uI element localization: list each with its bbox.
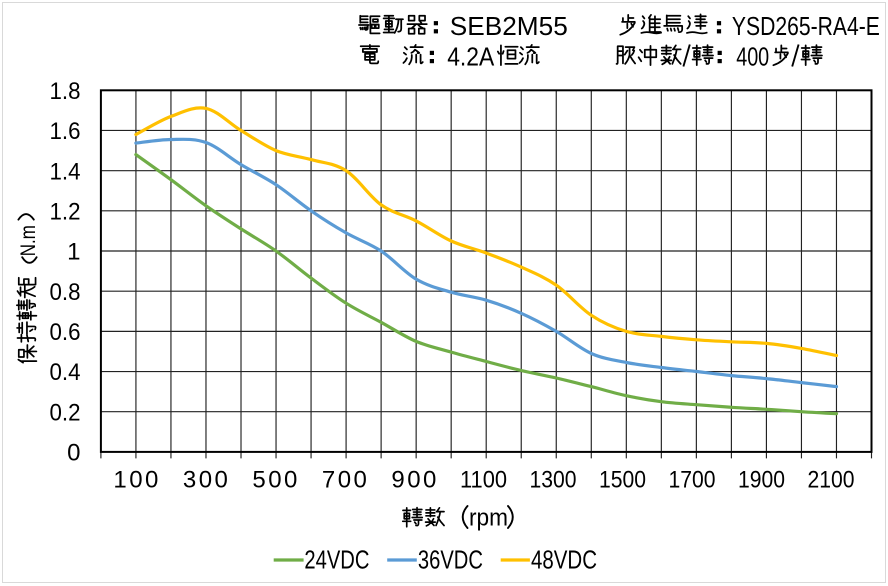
svg-text:4.2A: 4.2A — [447, 41, 495, 71]
svg-text:0.4: 0.4 — [50, 359, 81, 386]
svg-text:700: 700 — [322, 467, 367, 494]
svg-text:2100: 2100 — [808, 467, 855, 494]
svg-text:N.m: N.m — [17, 225, 40, 256]
svg-text:1300: 1300 — [530, 467, 577, 494]
svg-text:0: 0 — [67, 440, 80, 467]
svg-text:1700: 1700 — [669, 467, 716, 494]
svg-text:1500: 1500 — [599, 467, 646, 494]
svg-text:900: 900 — [391, 467, 436, 494]
svg-text:500: 500 — [252, 467, 297, 494]
svg-text:1.6: 1.6 — [50, 118, 81, 145]
svg-text:300: 300 — [183, 467, 228, 494]
svg-text:YSD265-RA4-E: YSD265-RA4-E — [732, 11, 880, 41]
svg-text:0.6: 0.6 — [50, 319, 81, 346]
svg-text:0.2: 0.2 — [50, 399, 81, 426]
svg-text:24VDC: 24VDC — [304, 545, 369, 575]
svg-text:rpm: rpm — [469, 505, 508, 532]
svg-text:SEB2M55: SEB2M55 — [450, 11, 568, 41]
svg-text:1.2: 1.2 — [50, 198, 81, 225]
svg-text:1: 1 — [67, 239, 80, 266]
svg-text:1.8: 1.8 — [50, 78, 81, 105]
svg-text:36VDC: 36VDC — [418, 545, 483, 575]
svg-text:1900: 1900 — [738, 467, 785, 494]
svg-text:100: 100 — [113, 467, 158, 494]
svg-text:1.4: 1.4 — [50, 158, 81, 185]
svg-text:1100: 1100 — [460, 467, 507, 494]
svg-text:400: 400 — [736, 41, 769, 71]
svg-text:0.8: 0.8 — [50, 279, 81, 306]
svg-text:48VDC: 48VDC — [531, 545, 597, 575]
